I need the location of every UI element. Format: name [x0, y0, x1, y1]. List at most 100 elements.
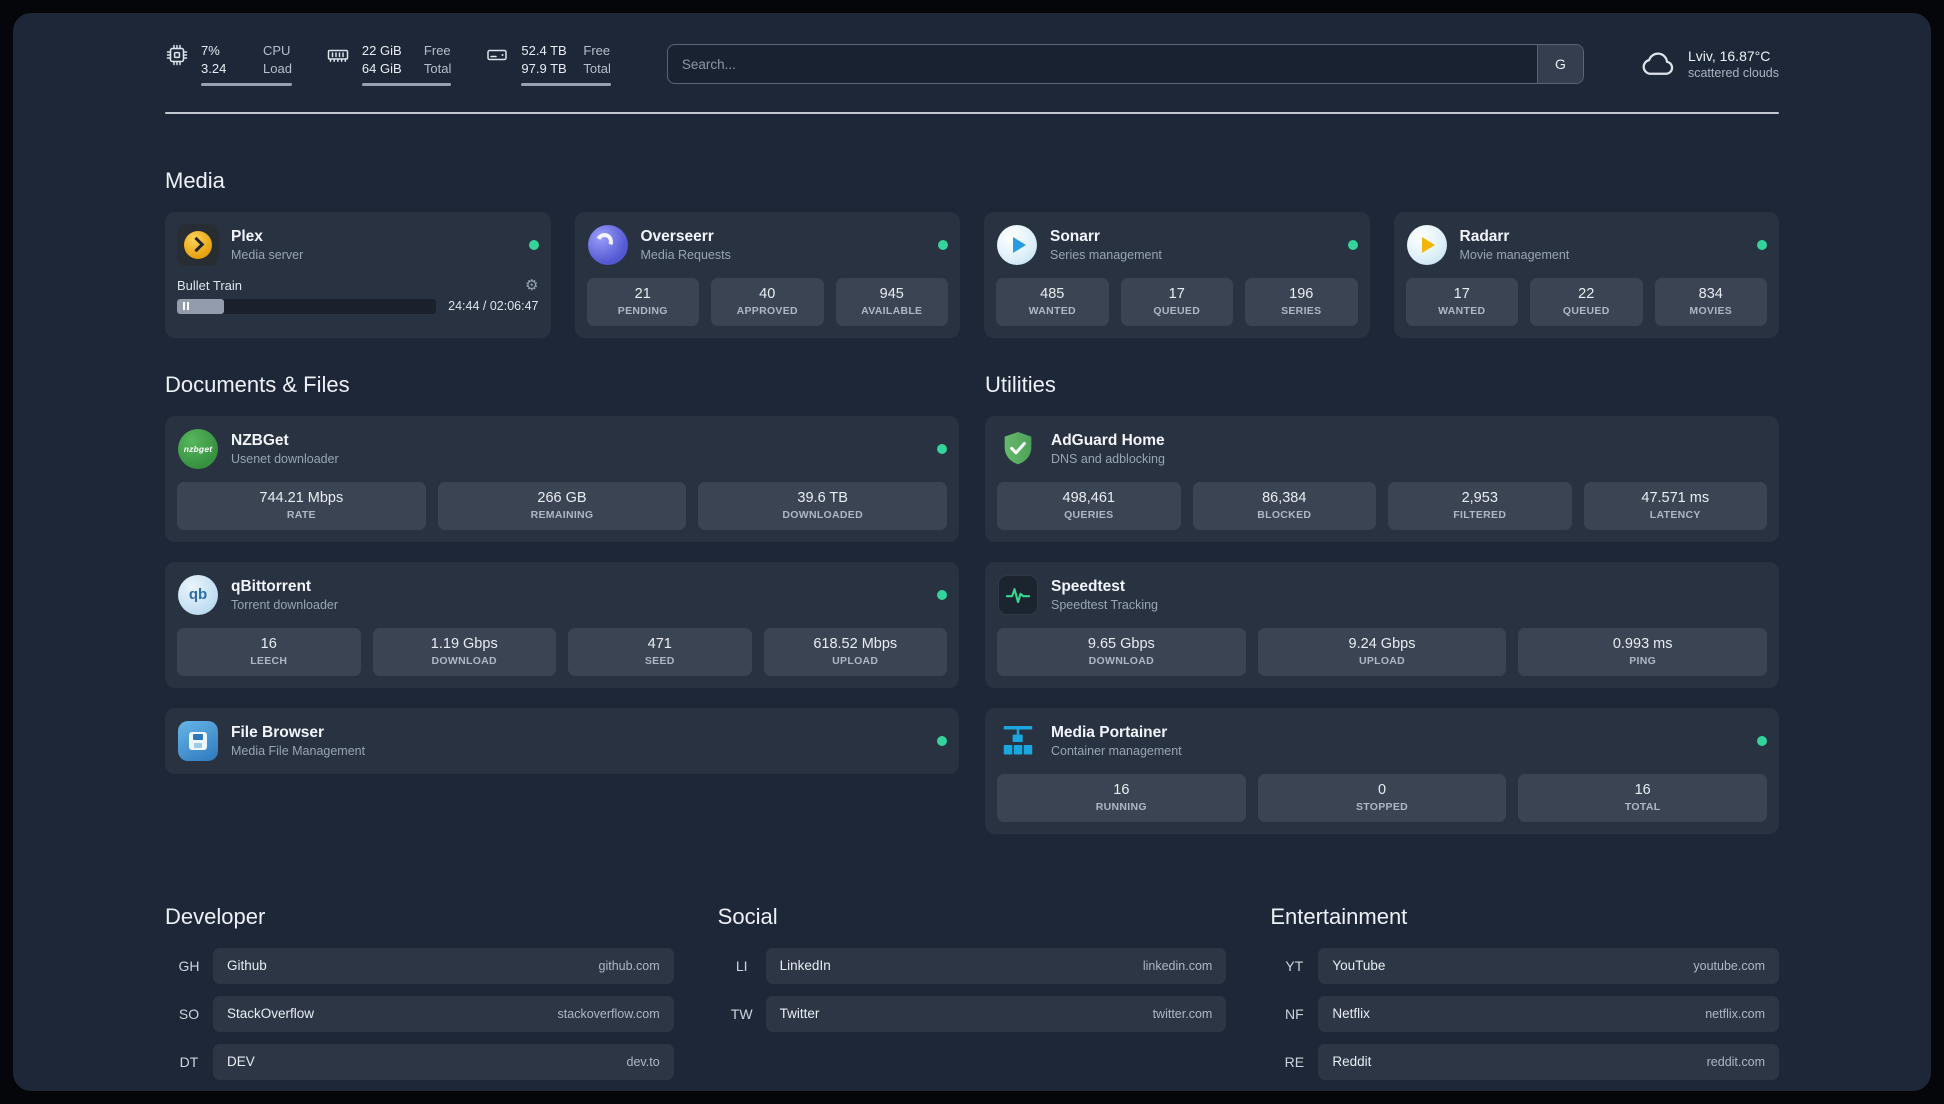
stat-tile: 196 SERIES: [1245, 277, 1358, 326]
section-media: Media Plex Media server Bullet Train: [165, 168, 1779, 338]
bookmark-name: StackOverflow: [227, 1006, 315, 1022]
stat-value: 0.993 ms: [1612, 636, 1673, 653]
service-link-overseerr[interactable]: Overseerr Media Requests: [587, 224, 948, 266]
stat-tile: 17 QUEUED: [1120, 277, 1233, 326]
bookmark-link[interactable]: LinkedIn linkedin.com: [765, 947, 1227, 984]
service-link-qbittorrent[interactable]: qb qBittorrent Torrent downloader: [177, 574, 947, 616]
playback-time: 24:44 / 02:06:47: [448, 299, 539, 314]
stat-tile: 471 SEED: [568, 627, 752, 676]
stat-tile: 39.6 TB DOWNLOADED: [698, 481, 948, 530]
bookmark-name: DEV: [227, 1054, 255, 1070]
disk-free-label: Free: [583, 43, 611, 58]
section-title-social: Social: [717, 903, 778, 929]
stat-value: 9.65 Gbps: [1087, 636, 1155, 653]
service-name: File Browser: [231, 723, 325, 741]
service-link-adguard[interactable]: AdGuard Home DNS and adblocking: [997, 428, 1767, 470]
stat-tile: 17 WANTED: [1405, 277, 1518, 326]
bookmark-link[interactable]: Github github.com: [213, 947, 674, 984]
resource-cpu: 7% CPU 3.24 Load: [165, 43, 292, 86]
stat-label: DOWNLOAD: [431, 655, 497, 668]
stat-tile: 16 TOTAL: [1518, 773, 1768, 822]
stat-tile: 0 STOPPED: [1257, 773, 1507, 822]
section-title-developer: Developer: [165, 903, 266, 929]
cpu-load-label: Load: [263, 60, 292, 76]
playback-progress-bar[interactable]: [177, 298, 437, 314]
bookmark-domain: twitter.com: [1152, 1006, 1213, 1021]
stat-value: 39.6 TB: [797, 490, 848, 507]
stat-label: WANTED: [1438, 305, 1486, 318]
status-dot: [1347, 239, 1358, 250]
bookmark-abbr: TW: [730, 1005, 753, 1022]
bookmark-domain: dev.to: [626, 1054, 660, 1069]
bookmark-abbr: GH: [178, 957, 200, 974]
adguard-shield-icon: [997, 428, 1039, 470]
service-link-nzbget[interactable]: nzbget NZBGet Usenet downloader: [177, 428, 947, 470]
weather-location: Lviv, 16.87°C: [1687, 48, 1771, 65]
bookmark-domain: youtube.com: [1693, 958, 1765, 973]
stat-tile: 86,384 BLOCKED: [1192, 481, 1376, 530]
bookmark-link[interactable]: Reddit reddit.com: [1318, 1043, 1779, 1080]
memory-icon: [327, 49, 349, 62]
stat-value: 834: [1698, 286, 1723, 303]
stat-tile: 16 RUNNING: [997, 773, 1246, 822]
bookmark-name: Netflix: [1332, 1006, 1370, 1022]
bookmark-abbr: LI: [735, 957, 748, 974]
service-link-speedtest[interactable]: Speedtest Speedtest Tracking: [997, 574, 1767, 616]
stat-label: DOWNLOAD: [1088, 655, 1155, 668]
stat-value: 945: [879, 286, 904, 303]
stat-label: LEECH: [250, 655, 288, 668]
service-card-portainer: Media Portainer Container management 16 …: [985, 707, 1779, 834]
stat-label: STOPPED: [1355, 801, 1409, 814]
status-dot: [528, 239, 539, 250]
service-desc: Torrent downloader: [231, 597, 339, 612]
bookmark-group-developer: Developer GH Github github.com SO StackO…: [165, 904, 674, 1091]
stat-value: 17: [1168, 286, 1185, 303]
bookmark-link[interactable]: DEV dev.to: [213, 1043, 674, 1080]
service-link-radarr[interactable]: Radarr Movie management: [1406, 224, 1767, 266]
stat-value: 485: [1040, 286, 1065, 303]
stat-label: APPROVED: [736, 305, 798, 318]
stat-value: 1.19 Gbps: [430, 636, 498, 653]
service-link-plex[interactable]: Plex Media server: [177, 223, 539, 266]
service-name: qBittorrent: [231, 577, 312, 595]
cpu-load-value: 3.24: [201, 60, 227, 76]
search-input[interactable]: [666, 44, 1584, 85]
stat-tile: 266 GB REMAINING: [437, 481, 687, 530]
stat-value: 266 GB: [537, 490, 587, 507]
bookmark-domain: stackoverflow.com: [557, 1006, 660, 1021]
bookmark-link[interactable]: Twitter twitter.com: [765, 995, 1227, 1032]
bookmark-link[interactable]: StackOverflow stackoverflow.com: [213, 995, 674, 1032]
service-name: NZBGet: [231, 431, 289, 449]
gear-icon[interactable]: ⚙: [525, 276, 539, 294]
service-card-overseerr: Overseerr Media Requests 21 PENDING 40 A…: [574, 211, 960, 338]
bookmark-link[interactable]: Netflix netflix.com: [1318, 995, 1779, 1032]
bookmark-github: GH Github github.com: [165, 947, 674, 984]
service-link-portainer[interactable]: Media Portainer Container management: [997, 720, 1767, 762]
weather-widget: Lviv, 16.87°C scattered clouds: [1640, 46, 1779, 82]
service-link-filebrowser[interactable]: File Browser Media File Management: [177, 720, 947, 762]
pause-icon[interactable]: [183, 302, 189, 311]
cpu-usage-bar: [201, 82, 292, 86]
memory-stats: 22 GiB Free 64 GiB Total: [361, 43, 452, 86]
stat-tile: 498,461 QUERIES: [997, 481, 1181, 530]
status-dot: [937, 589, 947, 600]
stat-label: RUNNING: [1095, 801, 1147, 814]
search-provider-button[interactable]: G: [1536, 45, 1583, 84]
section-title-entertainment: Entertainment: [1270, 903, 1408, 929]
cpu-usage-value: 7%: [201, 43, 220, 58]
stat-tile: 40 APPROVED: [711, 277, 824, 326]
stat-tile: 485 WANTED: [996, 277, 1109, 326]
bookmark-abbr: DT: [179, 1053, 199, 1070]
service-desc: Container management: [1051, 743, 1182, 758]
stat-label: TOTAL: [1624, 801, 1661, 814]
section-utilities: Utilities AdGuard Home: [985, 372, 1779, 834]
stat-label: UPLOAD: [1358, 655, 1406, 668]
bookmark-link[interactable]: YouTube youtube.com: [1318, 947, 1779, 984]
stat-tile: 834 MOVIES: [1654, 277, 1767, 326]
service-card-sonarr: Sonarr Series management 485 WANTED 17 Q…: [984, 211, 1370, 338]
service-name: Media Portainer: [1051, 723, 1168, 741]
memory-usage-bar: [361, 82, 452, 86]
disk-total-value: 97.9 TB: [521, 60, 567, 76]
stat-tile: 744.21 Mbps RATE: [177, 481, 426, 530]
service-link-sonarr[interactable]: Sonarr Series management: [996, 224, 1358, 266]
